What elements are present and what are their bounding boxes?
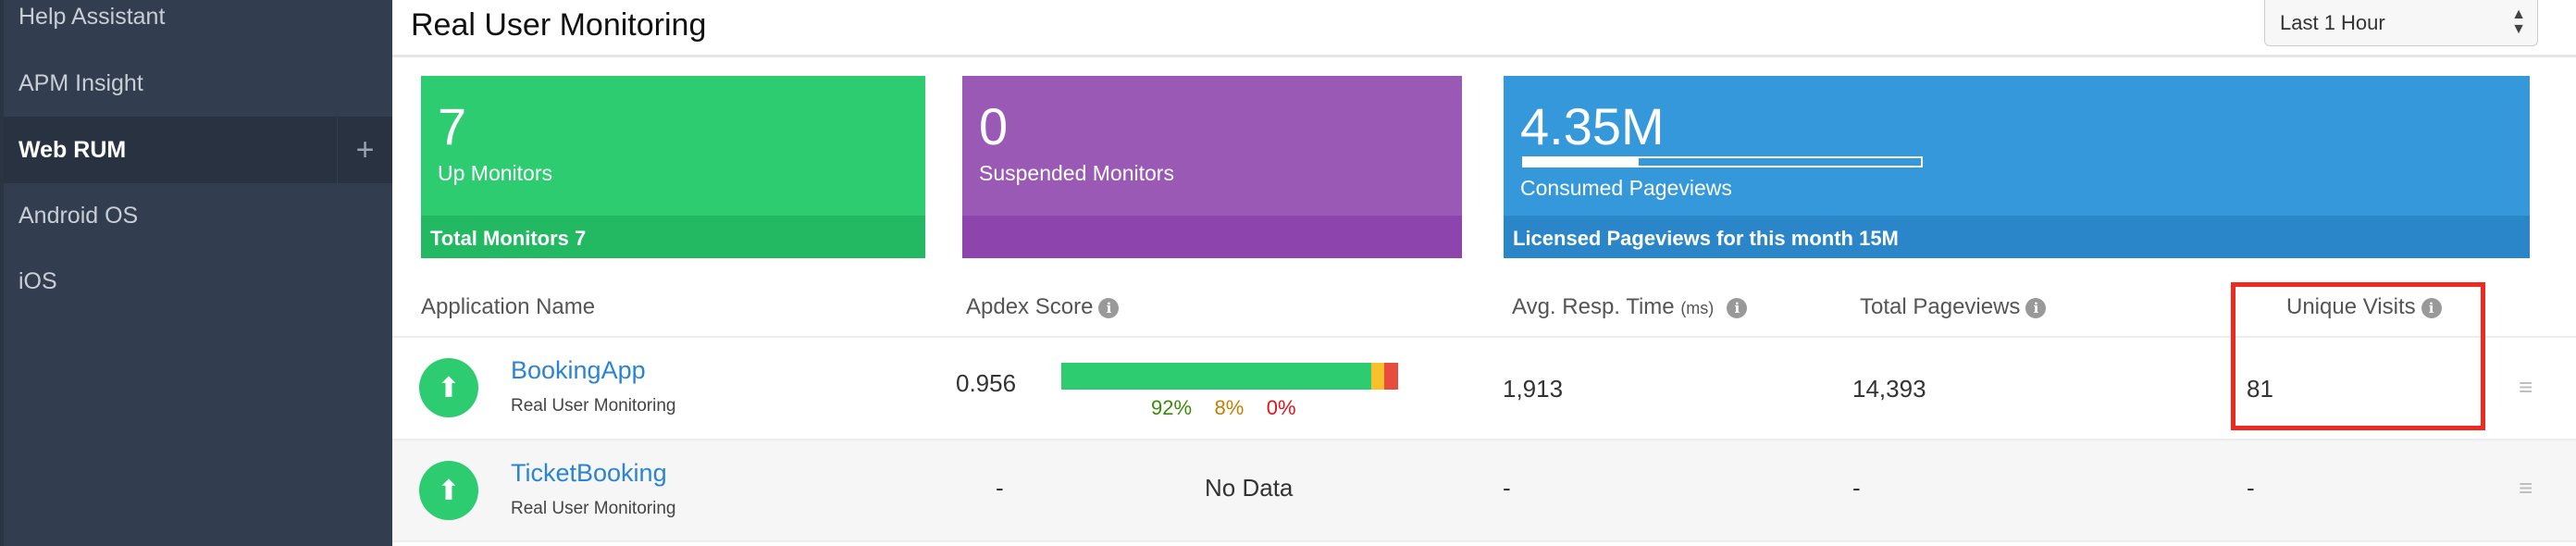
sidebar-item-ios[interactable]: iOS [4,248,392,315]
info-icon[interactable]: i [2421,297,2442,318]
sidebar-item-label: Help Assistant [19,3,166,30]
sidebar-item-label: APM Insight [19,69,143,96]
col-header-resp: Avg. Resp. Time (ms) i [1512,294,1748,320]
divider [392,439,2576,441]
card-footer [962,216,1462,258]
app-name-link[interactable]: BookingApp [511,356,646,384]
info-icon[interactable]: i [1098,297,1120,318]
up-arrow-icon: ⬆ [419,461,478,520]
divider [392,336,2576,338]
apdex-value: 0.956 [956,369,1017,397]
apdex-breakdown: 92% 8% 0% [1151,396,1296,420]
card-value: 7 [438,97,467,155]
up-arrow-icon: ⬆ [419,358,478,417]
suspended-monitors-card[interactable]: 0 Suspended Monitors [962,76,1462,258]
resp-time-value: 1,913 [1503,375,1564,403]
resp-time-value: - [1503,474,1511,502]
apdex-frustrated: 0% [1266,396,1296,419]
sidebar: Help Assistant APM Insight Web RUM + Andr… [0,0,392,546]
page-header: Real User Monitoring Last 1 Hour ▲ ▼ [392,0,2576,57]
updown-arrow-icon: ▲ ▼ [2511,6,2526,37]
col-header-apdex: Apdex Score i [966,294,1120,320]
hamburger-menu-icon[interactable]: ≡ [2519,373,2533,401]
apdex-value: - [996,474,1004,502]
up-monitors-card[interactable]: 7 Up Monitors Total Monitors 7 [421,76,925,258]
visits-value: - [2247,474,2255,502]
apdex-tolerating-segment [1370,363,1385,390]
sidebar-item-help-assistant[interactable]: Help Assistant [4,0,392,50]
apdex-frustrated-segment [1384,363,1398,390]
col-header-pageviews: Total Pageviews i [1860,294,2047,320]
time-range-value: Last 1 Hour [2280,11,2385,34]
card-label: Suspended Monitors [979,161,1174,185]
apdex-bar [1061,363,1398,390]
sidebar-item-apm-insight[interactable]: APM Insight [4,50,392,117]
sidebar-item-label: Android OS [19,202,139,229]
apdex-satisfied: 92% [1151,396,1193,419]
sidebar-item-android-os[interactable]: Android OS [4,182,392,249]
col-label: Apdex Score [966,294,1094,319]
table-row[interactable]: ⬆ TicketBooking Real User Monitoring - N… [392,441,2576,540]
info-icon[interactable]: i [1727,297,1748,318]
table-row[interactable]: ⬆ BookingApp Real User Monitoring 0.956 … [392,338,2576,439]
sidebar-item-label: iOS [19,267,57,294]
app-name-link[interactable]: TicketBooking [511,459,667,487]
card-label: Consumed Pageviews [1520,176,1732,200]
pageviews-progress-fill [1524,158,1640,166]
col-label: Total Pageviews [1860,294,2021,319]
add-icon[interactable]: + [337,117,392,183]
highlight-box [2231,282,2485,430]
app-type: Real User Monitoring [511,499,676,518]
sidebar-item-label: Web RUM [19,136,127,163]
pageviews-progress-bar [1522,156,1923,168]
app-type: Real User Monitoring [511,396,676,416]
sidebar-item-web-rum[interactable]: Web RUM + [4,117,392,183]
hamburger-menu-icon[interactable]: ≡ [2519,474,2533,502]
info-icon[interactable]: i [2025,297,2047,318]
page-title: Real User Monitoring [411,7,707,43]
time-range-select[interactable]: Last 1 Hour ▲ ▼ [2264,0,2538,46]
apdex-satisfied-segment [1061,363,1371,390]
card-label: Up Monitors [438,161,552,185]
col-header-visits: Unique Visits i [2286,294,2442,320]
pageviews-value: 14,393 [1852,375,1926,403]
col-header-name: Application Name [421,294,596,319]
col-label: Unique Visits [2286,294,2416,319]
card-value: 0 [979,97,1009,155]
card-footer: Licensed Pageviews for this month 15M [1504,216,2530,258]
card-footer: Total Monitors 7 [421,216,925,258]
divider [392,540,2576,542]
visits-value: 81 [2247,375,2273,403]
pageviews-value: - [1852,474,1861,502]
pageviews-card[interactable]: 4.35M Consumed Pageviews Licensed Pagevi… [1504,76,2530,258]
apdex-no-data: No Data [1205,474,1294,502]
col-unit: (ms) [1680,299,1715,317]
col-label: Avg. Resp. Time [1512,294,1675,319]
main-content: Real User Monitoring Last 1 Hour ▲ ▼ 7 Up … [392,0,2576,546]
apdex-tolerating: 8% [1214,396,1245,419]
card-value: 4.35M [1520,97,1665,155]
